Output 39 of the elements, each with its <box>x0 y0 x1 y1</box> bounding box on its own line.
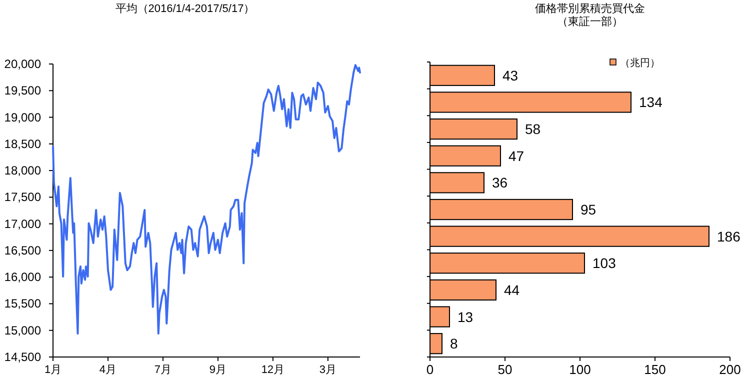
chart-title: 平均（2016/1/4-2017/5/17） <box>115 3 255 15</box>
y-tick-label: 17,500 <box>4 190 42 204</box>
chart-subtitle: （東証一部） <box>557 15 623 28</box>
x-tick-label: 3月 <box>319 364 336 375</box>
data-label: 103 <box>592 255 616 272</box>
x-tick-label: 1月 <box>44 364 62 375</box>
x-tick-label: 100 <box>569 362 591 375</box>
y-tick-label: 17,000 <box>4 216 42 231</box>
y-tick-label: 18,500 <box>4 136 42 151</box>
y-tick-label: 14,500 <box>4 350 42 364</box>
x-tick-label: 50 <box>498 362 512 375</box>
y-tick-label: 16,000 <box>4 270 42 284</box>
x-tick-label: 9月 <box>209 364 227 375</box>
data-label: 58 <box>525 121 541 138</box>
data-label: 47 <box>508 148 524 164</box>
data-label: 8 <box>450 336 458 352</box>
x-tick-label: 7月 <box>154 364 172 375</box>
y-tick-label: 16,500 <box>4 243 42 258</box>
y-tick-label: 18,000 <box>4 164 42 178</box>
data-label: 186 <box>717 228 741 244</box>
x-tick-label: 0 <box>426 362 434 375</box>
data-label: 134 <box>639 94 663 110</box>
data-label: 44 <box>504 282 520 298</box>
legend-label: （兆円） <box>620 57 660 69</box>
data-label: 43 <box>502 67 518 84</box>
x-tick-label: 12月 <box>261 364 285 375</box>
x-tick-label: 150 <box>644 362 666 375</box>
y-tick-label: 15,000 <box>4 323 42 338</box>
data-label: 95 <box>580 202 596 218</box>
data-label: 13 <box>458 308 474 325</box>
data-label: 36 <box>492 174 508 191</box>
y-tick-label: 15,500 <box>4 296 42 311</box>
x-tick-label: 200 <box>719 362 741 375</box>
y-tick-label: 19,000 <box>4 110 42 124</box>
y-tick-label: 20,000 <box>4 57 42 71</box>
line-series <box>52 64 361 335</box>
x-tick-label: 4月 <box>99 364 117 375</box>
y-tick-label: 19,500 <box>4 84 42 98</box>
chart-title: 価格帯別累積売買代金 <box>535 2 645 15</box>
